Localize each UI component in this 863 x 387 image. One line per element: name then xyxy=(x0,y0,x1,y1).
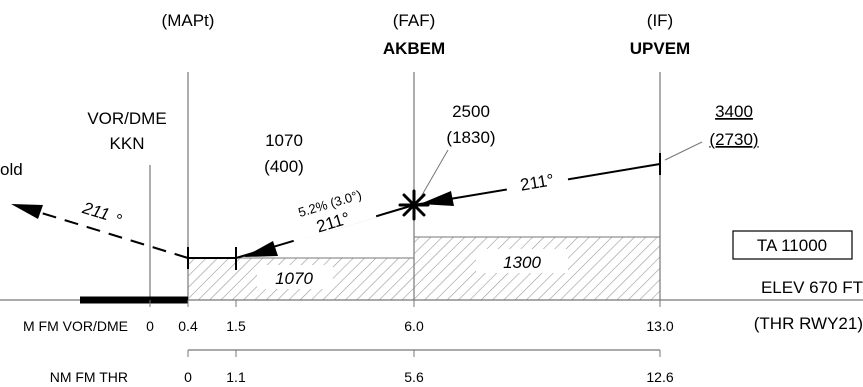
faf-name-label: AKBEM xyxy=(383,39,445,58)
final-descent-arrow xyxy=(244,241,278,257)
transition-altitude-label: TA 11000 xyxy=(757,236,827,255)
threshold-tick-0: 0 xyxy=(184,369,192,385)
faf-height: (1830) xyxy=(446,128,495,147)
vor-dme-tick-3: 6.0 xyxy=(404,318,424,334)
if-height: (2730) xyxy=(709,130,758,149)
threshold-scale-label: NM FM THR xyxy=(50,369,128,385)
intermediate-segment-oca-value: 1300 xyxy=(503,253,541,272)
missed-approach-label: old xyxy=(0,160,23,179)
faf-altitude-leader xyxy=(417,149,449,203)
vor-dme-scale-label: M FM VOR/DME xyxy=(23,318,128,334)
faf-altitude: 2500 xyxy=(452,102,490,121)
vor-dme-tick-1: 0.4 xyxy=(178,318,198,334)
threshold-reference-label: (THR RWY21) xyxy=(754,314,863,333)
vor-dme-tick-0: 0 xyxy=(146,318,154,334)
missed-track-degree: ° xyxy=(112,210,124,230)
navaid-type-label: VOR/DME xyxy=(87,109,166,128)
if-altitude-leader xyxy=(664,141,703,161)
vor-dme-tick-4: 13.0 xyxy=(646,318,673,334)
missed-track-label: 211 xyxy=(79,198,111,224)
aerodrome-elevation-label: ELEV 670 FT xyxy=(761,278,863,297)
threshold-scale-ticks xyxy=(187,350,661,357)
faf-role-label: (FAF) xyxy=(393,11,436,30)
missed-approach-arrow xyxy=(11,204,43,219)
missed-approach-path xyxy=(21,206,189,259)
threshold-tick-1: 1.1 xyxy=(226,369,246,385)
if-role-label: (IF) xyxy=(647,11,673,30)
if-name-label: UPVEM xyxy=(630,39,690,58)
threshold-tick-2: 5.6 xyxy=(404,369,424,385)
threshold-tick-3: 12.6 xyxy=(646,369,673,385)
vor-dme-scale-ticks xyxy=(149,300,661,307)
mapt-height: (400) xyxy=(264,157,304,176)
navaid-ident-label: KKN xyxy=(110,134,145,153)
mapt-role-label: (MAPt) xyxy=(162,11,215,30)
final-segment-oca-value: 1070 xyxy=(275,269,313,288)
vor-dme-tick-2: 1.5 xyxy=(226,318,246,334)
if-altitude: 3400 xyxy=(715,102,753,121)
transition-altitude-box xyxy=(732,230,853,260)
mapt-altitude: 1070 xyxy=(265,131,303,150)
initial-approach-arrow xyxy=(420,191,454,206)
